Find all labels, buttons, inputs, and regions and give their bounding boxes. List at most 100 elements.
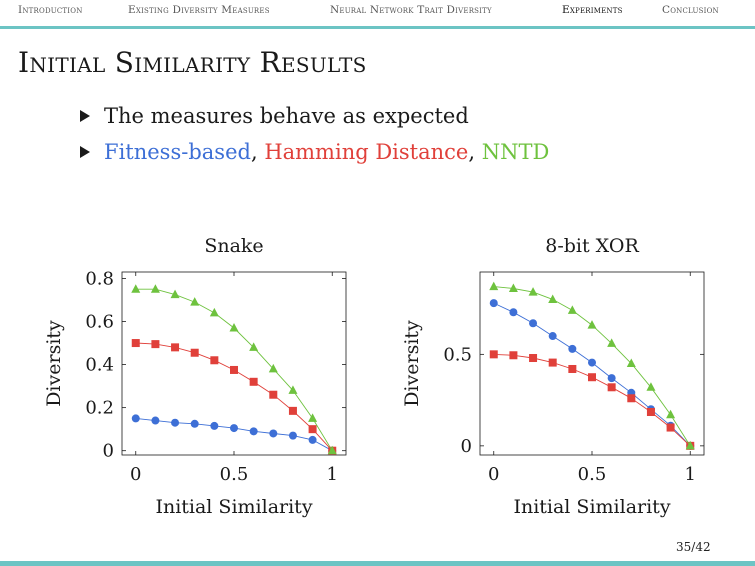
y-tick-label: 0.2 <box>85 398 114 419</box>
x-tick-label: 0 <box>488 464 499 485</box>
y-axis-label: Diversity <box>401 320 423 407</box>
triangle-bullet-icon <box>80 110 90 122</box>
data-point <box>210 421 219 430</box>
y-tick-label: 0.5 <box>443 344 472 365</box>
bottom-accent-bar <box>0 561 755 566</box>
data-point <box>509 308 518 317</box>
data-point <box>230 365 238 374</box>
data-point <box>627 394 636 403</box>
legend-fitness-text: Fitness-based <box>104 140 251 164</box>
data-point <box>151 416 160 425</box>
data-point <box>171 343 180 352</box>
page-number: 35/42 <box>676 540 711 554</box>
x-tick-label: 0.5 <box>578 464 607 485</box>
data-point <box>170 289 180 299</box>
data-point <box>327 445 337 455</box>
data-point <box>528 287 538 296</box>
data-point <box>269 429 278 438</box>
data-point <box>210 356 219 365</box>
bullet-separator: , <box>250 140 265 164</box>
bullet-item: The measures behave as expected <box>80 98 549 134</box>
bullet-separator: , <box>468 140 482 164</box>
y-tick-label: 0.8 <box>85 268 114 289</box>
data-point <box>288 406 297 415</box>
data-point <box>308 413 318 422</box>
nav-item-existing-diversity-measures[interactable]: Existing Diversity Measures <box>128 4 270 16</box>
data-point <box>607 338 617 347</box>
series-line-hamming-distance <box>135 342 333 452</box>
x-tick-label: 0 <box>130 464 141 485</box>
data-point <box>666 423 675 432</box>
chart-title: Snake <box>204 235 263 257</box>
nav-item-experiments[interactable]: Experiments <box>562 4 623 16</box>
data-point <box>529 319 538 328</box>
data-point <box>568 364 577 373</box>
data-point <box>209 307 219 317</box>
data-point <box>308 435 317 444</box>
data-point <box>548 358 557 367</box>
data-point <box>489 350 498 359</box>
series-line-hamming-distance <box>493 353 691 447</box>
data-point <box>489 281 499 291</box>
y-tick-label: 0.6 <box>85 312 114 333</box>
data-point <box>529 354 538 363</box>
data-point <box>607 383 616 392</box>
data-point <box>131 284 141 293</box>
y-tick-label: 0 <box>461 436 472 457</box>
data-point <box>567 305 577 314</box>
data-point <box>646 407 655 416</box>
legend-hamming-text: Hamming Distance <box>264 140 469 164</box>
data-point <box>288 385 298 394</box>
data-point <box>190 297 200 306</box>
section-nav: Introduction Existing Diversity Measures… <box>0 0 755 22</box>
data-point <box>230 424 238 433</box>
nav-item-conclusion[interactable]: Conclusion <box>662 4 719 16</box>
nav-item-introduction[interactable]: Introduction <box>18 4 83 16</box>
data-point <box>249 377 258 386</box>
data-point <box>548 294 558 303</box>
y-tick-label: 0.4 <box>85 355 114 376</box>
data-point <box>269 390 278 399</box>
y-tick-label: 0 <box>103 441 114 462</box>
bullet-list: The measures behave as expected Fitness-… <box>80 98 549 170</box>
data-point <box>249 427 258 436</box>
data-point <box>131 414 140 423</box>
x-tick-label: 1 <box>685 464 696 485</box>
data-point <box>508 283 518 292</box>
y-axis-label: Diversity <box>43 320 65 407</box>
data-point <box>568 344 577 353</box>
chart-1: Snake Initial Similarity Diversity 0 0.5 1 0 0.… <box>43 235 347 518</box>
data-point <box>229 322 239 332</box>
bullet-item: Fitness-based, Hamming Distance, NNTD <box>80 134 549 170</box>
data-point <box>249 342 259 351</box>
x-tick-label: 1 <box>327 464 338 485</box>
data-point <box>685 440 695 450</box>
data-point <box>131 339 140 348</box>
x-axis-label: Initial Similarity <box>513 496 670 518</box>
data-point <box>646 382 656 391</box>
data-point <box>489 299 498 308</box>
series-line-fitness-based <box>135 417 333 452</box>
data-point <box>150 284 160 293</box>
top-accent-bar <box>0 26 755 29</box>
nav-item-neural-network-trait-diversity[interactable]: Neural Network Trait Diversity <box>330 4 492 16</box>
data-point <box>190 419 199 428</box>
data-point <box>151 340 160 349</box>
data-point <box>308 425 317 434</box>
x-axis-label: Initial Similarity <box>155 496 312 518</box>
data-point <box>548 332 557 341</box>
legend-nntd-text: NNTD <box>481 140 550 164</box>
data-point <box>626 358 636 367</box>
data-point <box>587 320 597 329</box>
slide-title: Initial Similarity Results <box>18 46 367 79</box>
data-point <box>666 409 676 419</box>
data-point <box>190 348 199 357</box>
data-point <box>588 373 596 382</box>
data-point <box>288 431 297 440</box>
data-point <box>509 351 518 360</box>
triangle-bullet-icon <box>80 146 90 158</box>
bullet-text: The measures behave as expected <box>104 104 469 128</box>
data-point <box>268 363 278 373</box>
chart-title: 8-bit XOR <box>545 235 639 257</box>
